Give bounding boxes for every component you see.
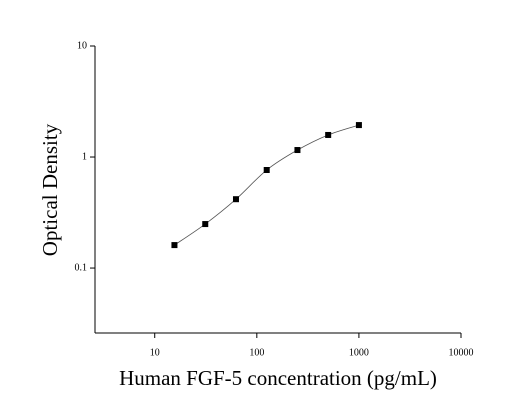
data-point bbox=[325, 131, 332, 138]
data-point bbox=[294, 147, 301, 154]
fit-curve bbox=[174, 124, 360, 246]
data-point bbox=[232, 196, 239, 203]
data-point bbox=[202, 221, 209, 228]
data-point bbox=[263, 167, 270, 174]
x-tick-label: 1000 bbox=[349, 347, 369, 358]
y-axis-label: Optical Density bbox=[38, 123, 62, 256]
y-tick-label: 1 bbox=[82, 151, 87, 162]
x-tick-label: 100 bbox=[249, 347, 264, 358]
y-tick-label: 10 bbox=[77, 40, 87, 51]
y-tick-label: 0.1 bbox=[75, 262, 88, 273]
data-point bbox=[171, 242, 178, 249]
x-tick-label: 10 bbox=[150, 347, 160, 358]
data-point bbox=[355, 122, 362, 129]
x-axis-label: Human FGF-5 concentration (pg/mL) bbox=[119, 366, 437, 390]
x-tick-label: 10000 bbox=[449, 347, 474, 358]
